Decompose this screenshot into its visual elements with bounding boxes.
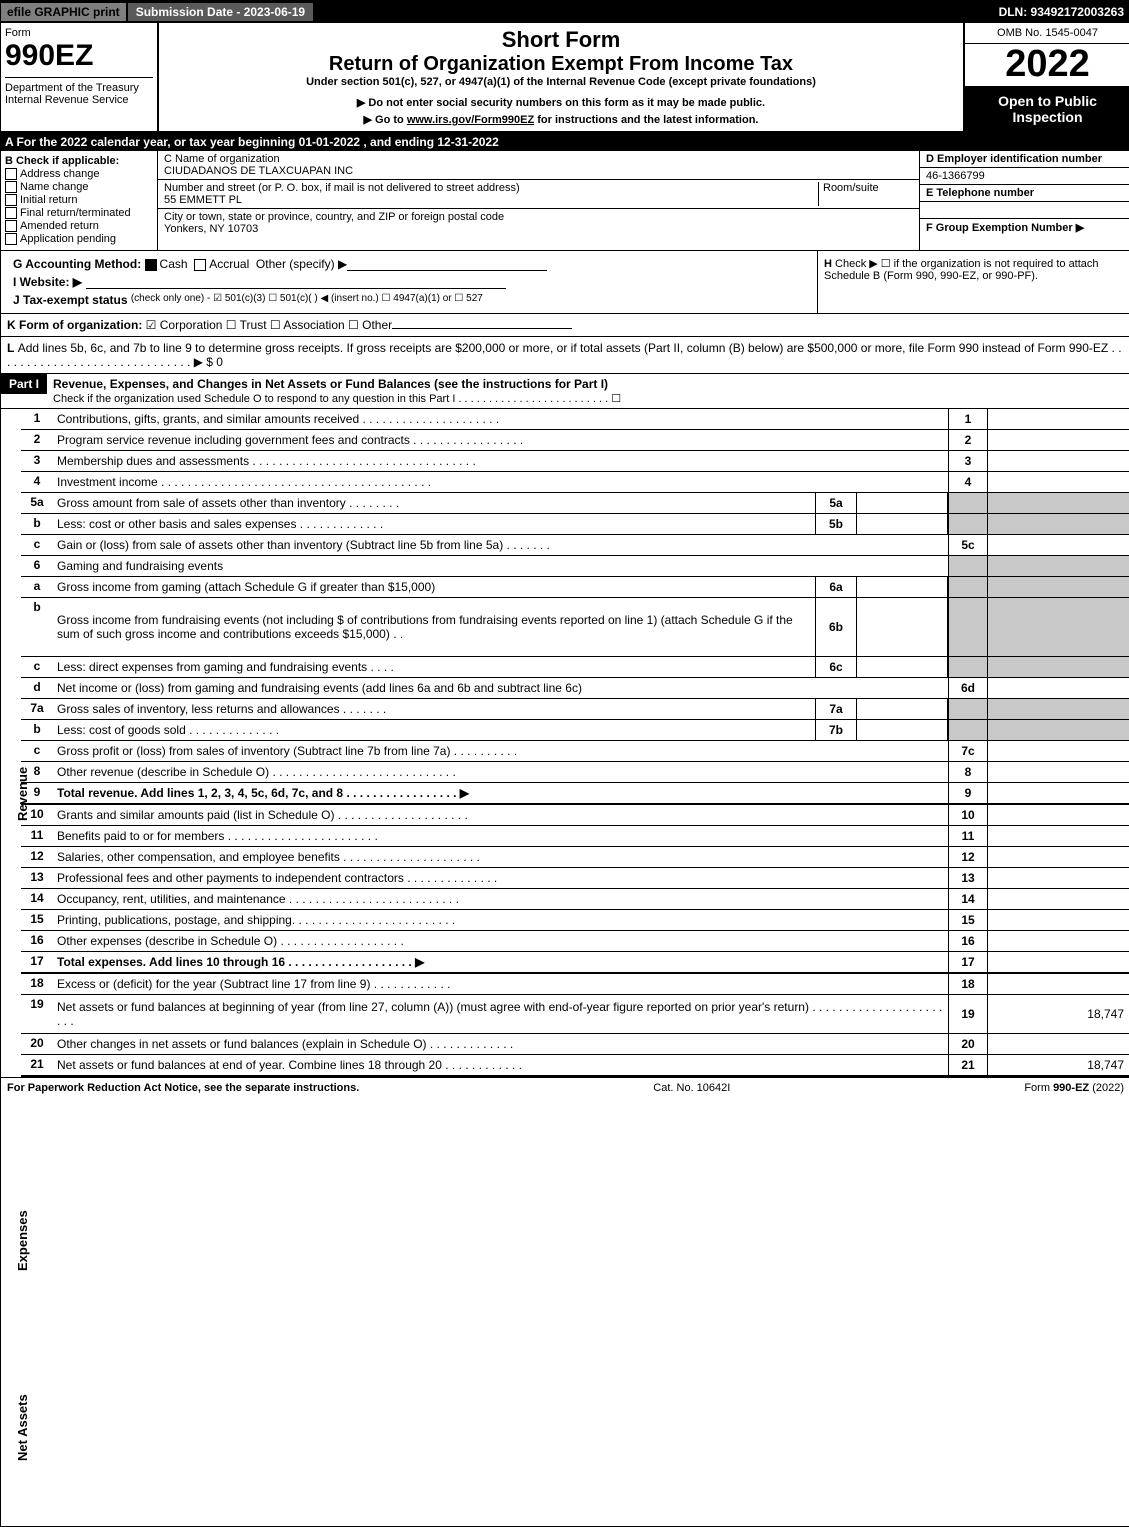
efile-label: efile GRAPHIC print (1, 3, 126, 21)
section-a: A For the 2022 calendar year, or tax yea… (1, 133, 1129, 151)
revenue-tab: Revenue (15, 767, 30, 821)
org-name: CIUDADANOS DE TLAXCUAPAN INC (164, 165, 353, 177)
check-application-pending[interactable]: Application pending (5, 233, 153, 245)
d-label: D Employer identification number (920, 151, 1129, 168)
check-initial-return[interactable]: Initial return (5, 194, 153, 206)
form-number: 990EZ (5, 39, 153, 73)
expenses-tab: Expenses (15, 1210, 30, 1271)
check-accrual[interactable]: Accrual (194, 257, 249, 271)
check-address-change[interactable]: Address change (5, 168, 153, 180)
section-k: K Form of organization: ☑ Corporation ☐ … (1, 314, 1129, 337)
f-label: F Group Exemption Number ▶ (920, 218, 1129, 236)
org-city: Yonkers, NY 10703 (164, 223, 258, 235)
line-21-amount: 18,747 (987, 1055, 1129, 1075)
room-label: Room/suite (823, 182, 879, 194)
section-i: I Website: ▶ (7, 273, 811, 291)
ein-value: 46-1366799 (920, 168, 1129, 184)
other-specify: Other (specify) ▶ (256, 257, 347, 271)
goto-note: ▶ Go to www.irs.gov/Form990EZ for instru… (163, 113, 959, 126)
c-street-label: Number and street (or P. O. box, if mail… (164, 182, 520, 194)
short-form-title: Short Form (163, 27, 959, 53)
form-ref: Form 990-EZ (2022) (1024, 1082, 1124, 1094)
section-g: G Accounting Method: Cash Accrual Other … (7, 255, 811, 273)
irs-link[interactable]: www.irs.gov/Form990EZ (407, 114, 534, 126)
ssn-note: ▶ Do not enter social security numbers o… (163, 96, 959, 109)
lines-table: 1Contributions, gifts, grants, and simil… (21, 409, 1129, 1077)
section-bcd: B Check if applicable: Address change Na… (1, 151, 1129, 252)
check-amended[interactable]: Amended return (5, 220, 153, 232)
section-h: H Check ▶ ☐ if the organization is not r… (817, 251, 1129, 313)
cat-no: Cat. No. 10642I (653, 1082, 730, 1094)
net-assets-tab: Net Assets (15, 1394, 30, 1461)
form-word: Form (5, 27, 153, 39)
tax-year: 2022 (965, 44, 1129, 87)
check-name-change[interactable]: Name change (5, 181, 153, 193)
line-19-amount: 18,747 (987, 995, 1129, 1033)
paperwork-notice: For Paperwork Reduction Act Notice, see … (7, 1082, 359, 1094)
department-label: Department of the Treasury Internal Reve… (5, 77, 153, 106)
submission-date: Submission Date - 2023-06-19 (128, 3, 313, 21)
page-footer: For Paperwork Reduction Act Notice, see … (1, 1077, 1129, 1098)
check-final-return[interactable]: Final return/terminated (5, 207, 153, 219)
check-cash[interactable]: Cash (145, 257, 188, 271)
top-bar: efile GRAPHIC print Submission Date - 20… (1, 1, 1129, 23)
section-j: J Tax-exempt status (check only one) - ☑… (7, 291, 811, 309)
dln-label: DLN: 93492172003263 (993, 3, 1129, 21)
b-label: B Check if applicable: (5, 155, 153, 167)
omb-number: OMB No. 1545-0047 (965, 23, 1129, 44)
return-title: Return of Organization Exempt From Incom… (163, 53, 959, 76)
c-name-label: C Name of organization (164, 153, 280, 165)
open-to-public: Open to Public Inspection (965, 87, 1129, 131)
e-label: E Telephone number (920, 184, 1129, 202)
part-i-header: Part I Revenue, Expenses, and Changes in… (1, 373, 1129, 409)
form-header: Form 990EZ Department of the Treasury In… (1, 23, 1129, 133)
c-city-label: City or town, state or province, country… (164, 211, 504, 223)
org-street: 55 EMMETT PL (164, 194, 242, 206)
subtitle: Under section 501(c), 527, or 4947(a)(1)… (163, 76, 959, 88)
section-l: L Add lines 5b, 6c, and 7b to line 9 to … (1, 337, 1129, 373)
